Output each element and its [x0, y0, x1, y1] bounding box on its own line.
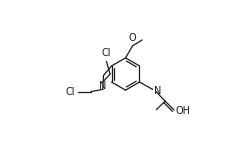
Text: Cl: Cl: [65, 87, 75, 97]
Text: N: N: [153, 86, 161, 96]
Text: O: O: [128, 33, 136, 43]
Text: OH: OH: [174, 106, 189, 116]
Text: N: N: [99, 81, 106, 91]
Text: Cl: Cl: [101, 48, 111, 58]
